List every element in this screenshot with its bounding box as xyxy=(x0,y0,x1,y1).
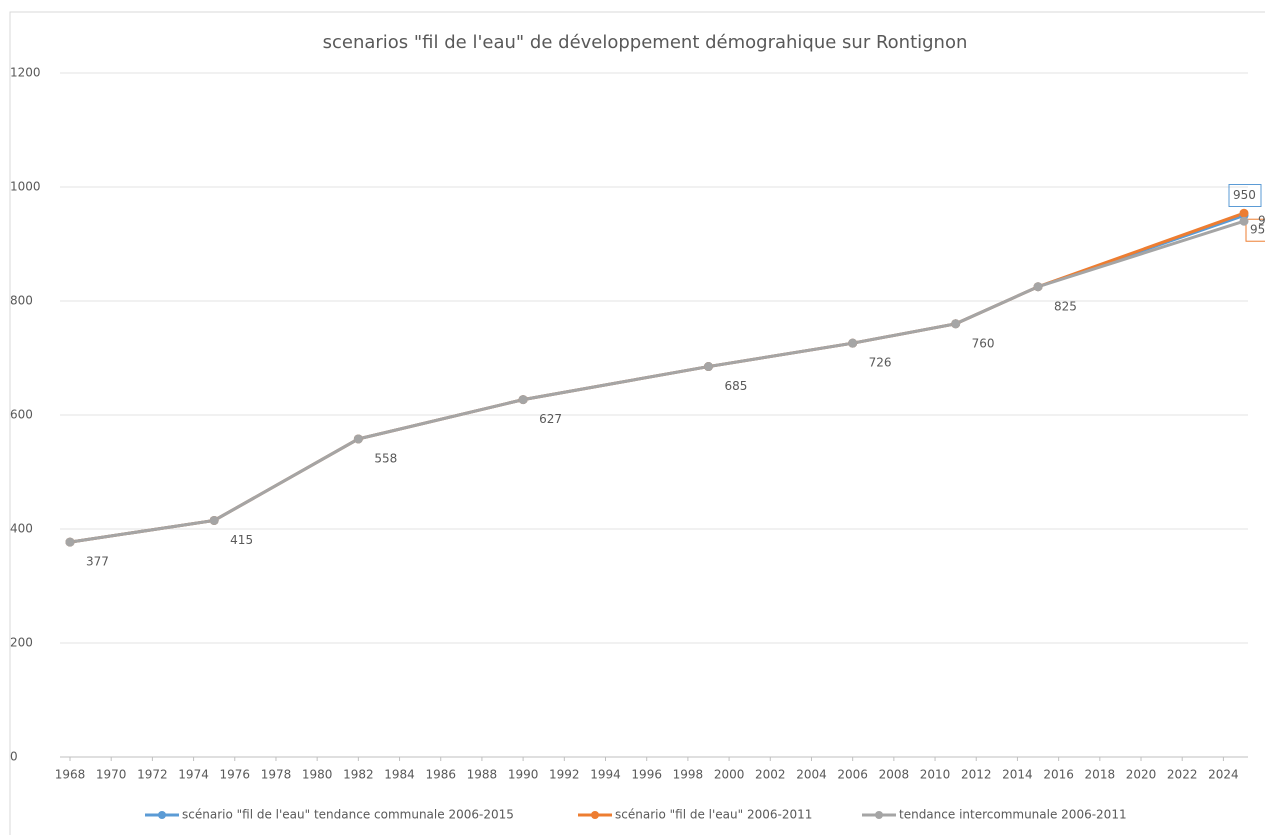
y-tick-label: 1000 xyxy=(10,180,41,194)
legend-label: scénario "fil de l'eau" 2006-2011 xyxy=(615,808,812,822)
data-label: 627 xyxy=(539,412,562,426)
data-label-box xyxy=(1228,184,1262,207)
x-tick-label: 2014 xyxy=(1002,768,1033,782)
x-tick-label: 1978 xyxy=(261,768,292,782)
data-label: 726 xyxy=(869,356,892,370)
data-label: 558 xyxy=(374,451,397,465)
x-tick-label: 2022 xyxy=(1167,768,1198,782)
x-tick-label: 1972 xyxy=(137,768,168,782)
x-tick-label: 1992 xyxy=(549,768,580,782)
x-tick-label: 1982 xyxy=(343,768,374,782)
point xyxy=(848,338,858,348)
data-label: 825 xyxy=(1054,299,1077,313)
y-tick-label: 200 xyxy=(10,636,33,650)
legend-label: scénario "fil de l'eau" tendance communa… xyxy=(182,808,514,822)
x-tick-label: 1984 xyxy=(384,768,415,782)
x-tick-label: 1980 xyxy=(302,768,333,782)
x-tick-label: 2004 xyxy=(796,768,827,782)
x-tick-label: 1994 xyxy=(590,768,621,782)
legend-marker xyxy=(158,811,166,819)
x-tick-label: 1976 xyxy=(219,768,250,782)
data-label: 760 xyxy=(972,336,995,350)
y-tick-label: 600 xyxy=(10,408,33,422)
point xyxy=(951,319,961,329)
x-tick-label: 1968 xyxy=(55,768,86,782)
x-tick-label: 2002 xyxy=(755,768,786,782)
x-tick-label: 2018 xyxy=(1085,768,1116,782)
data-label: 685 xyxy=(724,379,747,393)
point xyxy=(353,434,363,444)
x-tick-label: 2012 xyxy=(961,768,992,782)
data-label-box xyxy=(1245,218,1265,242)
legend-marker xyxy=(875,811,883,819)
y-tick-label: 800 xyxy=(10,294,33,308)
x-tick-label: 1974 xyxy=(178,768,209,782)
x-tick-label: 2006 xyxy=(837,768,868,782)
x-tick-label: 1990 xyxy=(508,768,539,782)
y-tick-label: 400 xyxy=(10,522,33,536)
legend-label: tendance intercommunale 2006-2011 xyxy=(899,808,1127,822)
x-tick-label: 2008 xyxy=(879,768,910,782)
legend-marker xyxy=(591,811,599,819)
data-label: 954 xyxy=(1250,223,1265,237)
chart-title: scenarios "fil de l'eau" de développemen… xyxy=(323,32,968,53)
point xyxy=(1239,216,1249,226)
x-tick-label: 1988 xyxy=(467,768,498,782)
point xyxy=(65,537,75,547)
x-tick-label: 2024 xyxy=(1208,768,1239,782)
y-tick-label: 0 xyxy=(10,750,18,764)
x-tick-label: 2010 xyxy=(920,768,951,782)
x-tick-label: 2016 xyxy=(1043,768,1074,782)
data-label: 940 xyxy=(1258,214,1265,228)
chart-area xyxy=(9,11,1265,835)
x-tick-label: 2000 xyxy=(714,768,745,782)
x-tick-label: 1970 xyxy=(96,768,127,782)
point xyxy=(209,515,219,525)
x-tick-label: 1986 xyxy=(425,768,456,782)
data-label: 415 xyxy=(230,533,253,547)
point xyxy=(518,395,528,405)
data-label: 377 xyxy=(86,555,109,569)
x-tick-label: 1996 xyxy=(631,768,662,782)
y-tick-label: 1200 xyxy=(10,66,41,80)
x-tick-label: 2020 xyxy=(1126,768,1157,782)
x-tick-label: 1998 xyxy=(673,768,704,782)
point xyxy=(1033,282,1043,292)
point xyxy=(703,362,713,372)
point xyxy=(1239,208,1249,218)
data-label: 950 xyxy=(1233,188,1256,202)
